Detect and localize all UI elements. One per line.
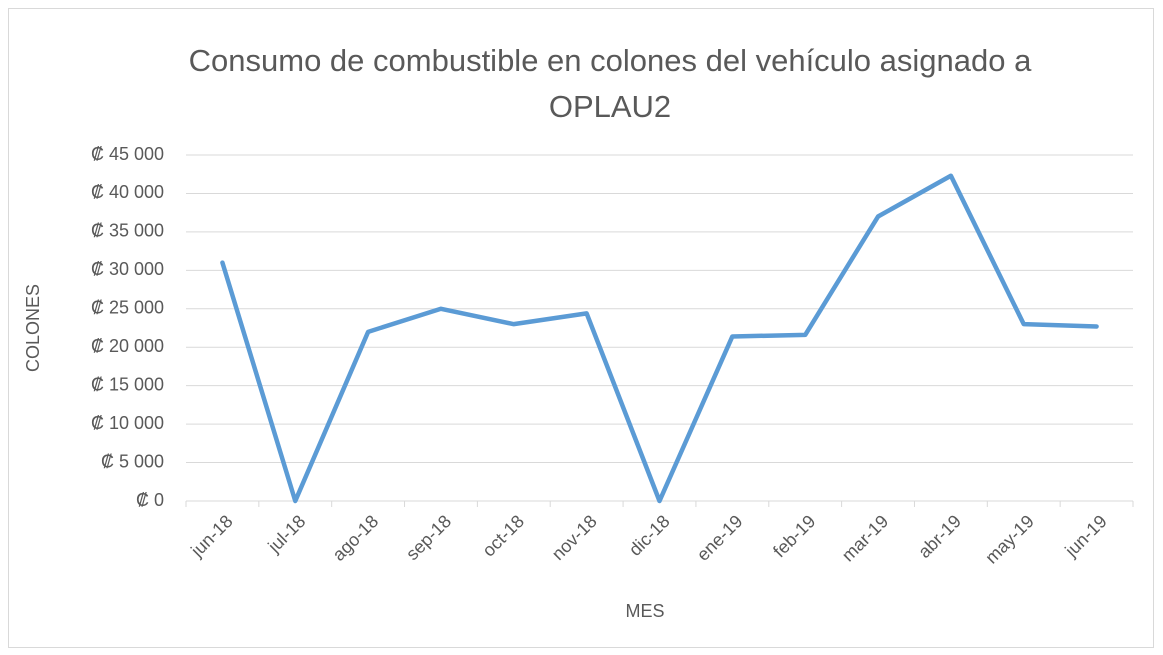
y-axis-label: COLONES bbox=[23, 284, 43, 372]
y-tick-label: ₡ 5 000 bbox=[101, 451, 164, 471]
y-tick-label: ₡ 10 000 bbox=[91, 413, 164, 433]
y-tick-label: ₡ 30 000 bbox=[91, 259, 164, 279]
y-tick-label: ₡ 20 000 bbox=[91, 336, 164, 356]
y-tick-label: ₡ 25 000 bbox=[91, 298, 164, 318]
y-tick-label: ₡ 0 bbox=[136, 490, 164, 510]
y-tick-label: ₡ 35 000 bbox=[91, 221, 164, 241]
y-tick-label: ₡ 15 000 bbox=[91, 374, 164, 394]
y-tick-label: ₡ 40 000 bbox=[91, 182, 164, 202]
chart-border bbox=[8, 8, 1154, 648]
chart-title: Consumo de combustible en colones del ve… bbox=[188, 43, 1032, 124]
x-axis-label: MES bbox=[625, 601, 664, 621]
y-tick-label: ₡ 45 000 bbox=[91, 144, 164, 164]
data-line bbox=[220, 173, 1099, 504]
